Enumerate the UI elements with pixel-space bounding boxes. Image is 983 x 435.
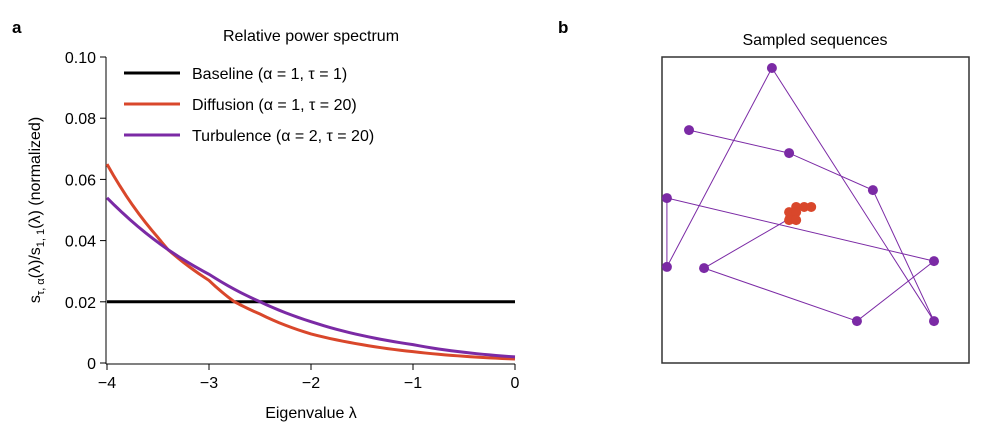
chart-b-title: Sampled sequences <box>743 32 888 49</box>
panel-a-label: a <box>12 18 22 37</box>
turbulence-point <box>661 261 672 272</box>
diffusion-point <box>806 201 817 212</box>
turbulence-point <box>699 263 710 274</box>
x-tick-label: −2 <box>302 375 320 392</box>
y-axis-label: sτ, α(λ)/s1, 1(λ) (normalized) <box>27 117 47 303</box>
turbulence-point <box>684 125 695 136</box>
series-line-2 <box>105 196 516 359</box>
x-tick-label: −3 <box>200 375 218 392</box>
y-tick-label: 0.02 <box>65 295 96 312</box>
legend-label-1: Diffusion (α = 1, τ = 20) <box>192 97 357 114</box>
diffusion-point <box>791 207 802 218</box>
legend-label-2: Turbulence (α = 2, τ = 20) <box>192 128 374 145</box>
chart-a-title: Relative power spectrum <box>223 28 399 45</box>
diffusion-point <box>784 207 795 218</box>
chart-a-plot: 0 0.02 0.04 0.06 0.08 0.10 −4 −3 −2 −1 0 Baseline (… <box>65 50 520 392</box>
y-tick-label: 0.06 <box>65 172 96 189</box>
chart-b-plot <box>661 56 970 364</box>
panel-b-label: b <box>558 18 568 37</box>
turbulence-point <box>929 256 940 267</box>
diffusion-point <box>791 215 802 226</box>
x-tick-label: −1 <box>404 375 422 392</box>
y-tick-label: 0 <box>87 356 96 373</box>
x-tick-label: 0 <box>511 375 520 392</box>
plot-frame <box>661 56 970 364</box>
turbulence-point <box>784 148 795 159</box>
turbulence-point <box>661 193 672 204</box>
y-tick-label: 0.04 <box>65 234 96 251</box>
turbulence-point <box>766 63 777 74</box>
turbulence-point <box>851 316 862 327</box>
diffusion-point <box>784 215 795 226</box>
turbulence-point <box>929 316 940 327</box>
x-tick-label: −4 <box>98 375 116 392</box>
series-line-1 <box>105 163 516 361</box>
legend-label-0: Baseline (α = 1, τ = 1) <box>192 66 347 83</box>
turbulence-point <box>867 185 878 196</box>
turbulence-path <box>666 67 936 322</box>
y-tick-label: 0.10 <box>65 50 96 67</box>
x-axis-label: Eigenvalue λ <box>265 405 357 422</box>
diffusion-point <box>799 201 810 212</box>
y-tick-label: 0.08 <box>65 111 96 128</box>
